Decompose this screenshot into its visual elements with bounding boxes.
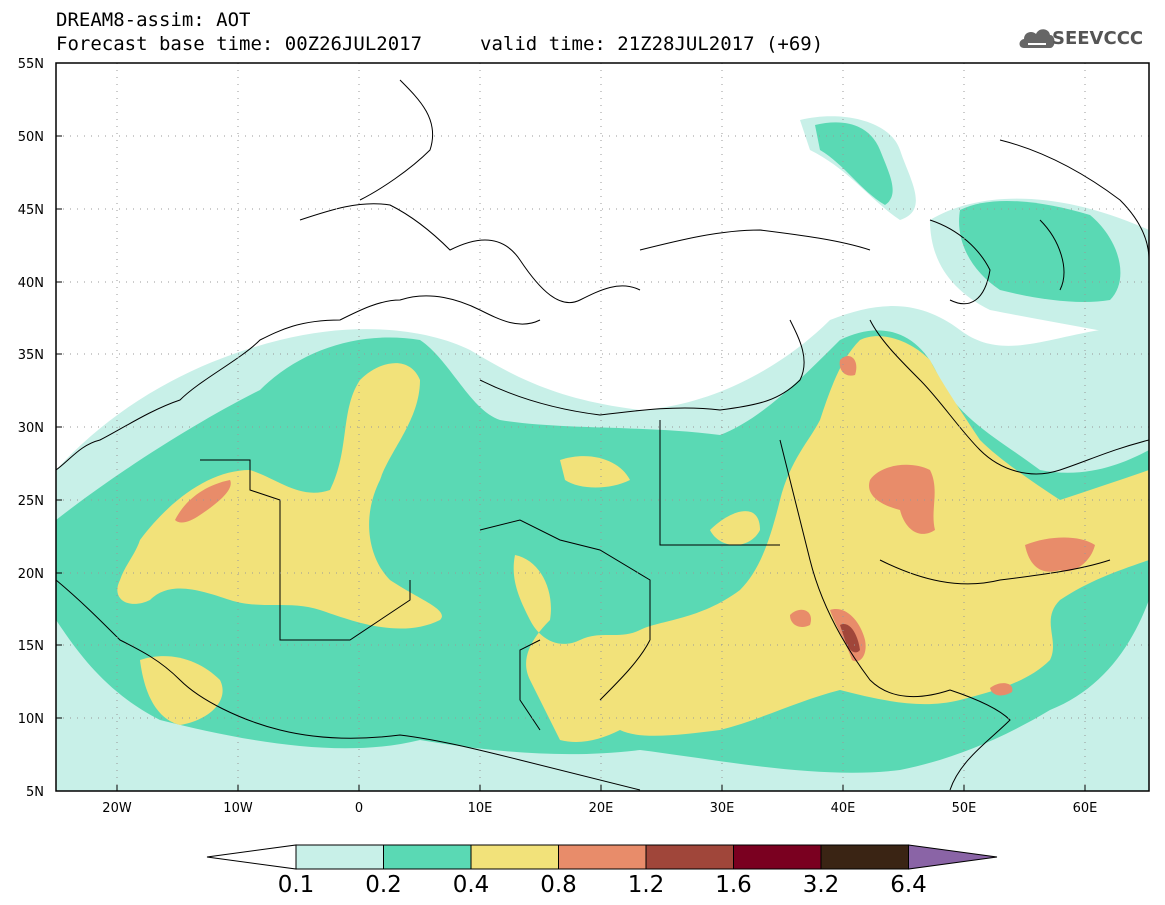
lat-label-10n: 10N: [18, 712, 44, 727]
colorbar-label-6.4: 6.4: [890, 872, 927, 898]
lat-label-5n: 5N: [26, 785, 44, 800]
title-line-1: DREAM8-assim: AOT: [56, 9, 251, 31]
colorbar: [206, 844, 998, 870]
lon-label-0: 0: [355, 801, 363, 816]
colorbar-bin-7: [820, 844, 909, 870]
lon-axis: 20W 10W 0 10E 20E 30E 40E 50E 60E: [102, 785, 1097, 816]
colorbar-bin-6: [733, 844, 822, 870]
coastlines: [56, 79, 1149, 791]
colorbar-extend-low: [206, 844, 297, 870]
colorbar-bin-4: [558, 844, 647, 870]
colorbar-label-0.2: 0.2: [365, 872, 402, 898]
colorbar-bin-3: [470, 844, 559, 870]
lat-label-40n: 40N: [18, 276, 44, 291]
lon-label-10w: 10W: [223, 801, 253, 816]
cloud-icon: [1019, 29, 1055, 48]
colorbar-label-1.6: 1.6: [715, 872, 752, 898]
lat-label-45n: 45N: [18, 203, 44, 218]
colorbar-bin-2: [383, 844, 472, 870]
colorbar-label-0.1: 0.1: [277, 872, 315, 898]
lat-label-30n: 30N: [18, 421, 44, 436]
lon-label-20e: 20E: [589, 801, 614, 816]
colorbar-extend-high: [908, 844, 998, 870]
logo-text: SEEVCCC: [1052, 28, 1144, 49]
lat-axis: 55N 50N 45N 40N 35N 30N 25N 20N 15N 10N …: [18, 57, 62, 800]
lon-label-60e: 60E: [1073, 801, 1098, 816]
valid-time: valid time: 21Z28JUL2017 (+69): [480, 33, 824, 55]
colorbar-bin-1: [295, 844, 384, 870]
colorbar-label-0.4: 0.4: [452, 872, 490, 898]
title-line-2: Forecast base time: 00Z26JUL2017: [56, 33, 423, 55]
colorbar-label-1.2: 1.2: [627, 872, 665, 898]
lat-label-55n: 55N: [18, 57, 44, 72]
lat-label-20n: 20N: [18, 567, 44, 582]
colorbar-label-0.8: 0.8: [540, 872, 577, 898]
lat-label-35n: 35N: [18, 348, 44, 363]
colorbar-bin-5: [645, 844, 734, 870]
lat-label-50n: 50N: [18, 130, 44, 145]
colorbar-label-3.2: 3.2: [802, 872, 840, 898]
lat-label-15n: 15N: [18, 639, 44, 654]
gridlines: [56, 63, 1149, 791]
lon-label-40e: 40E: [831, 801, 856, 816]
lat-label-25n: 25N: [18, 494, 44, 509]
lon-label-30e: 30E: [710, 801, 735, 816]
lon-label-50e: 50E: [952, 801, 977, 816]
lon-label-10e: 10E: [468, 801, 493, 816]
lon-label-20w: 20W: [102, 801, 132, 816]
